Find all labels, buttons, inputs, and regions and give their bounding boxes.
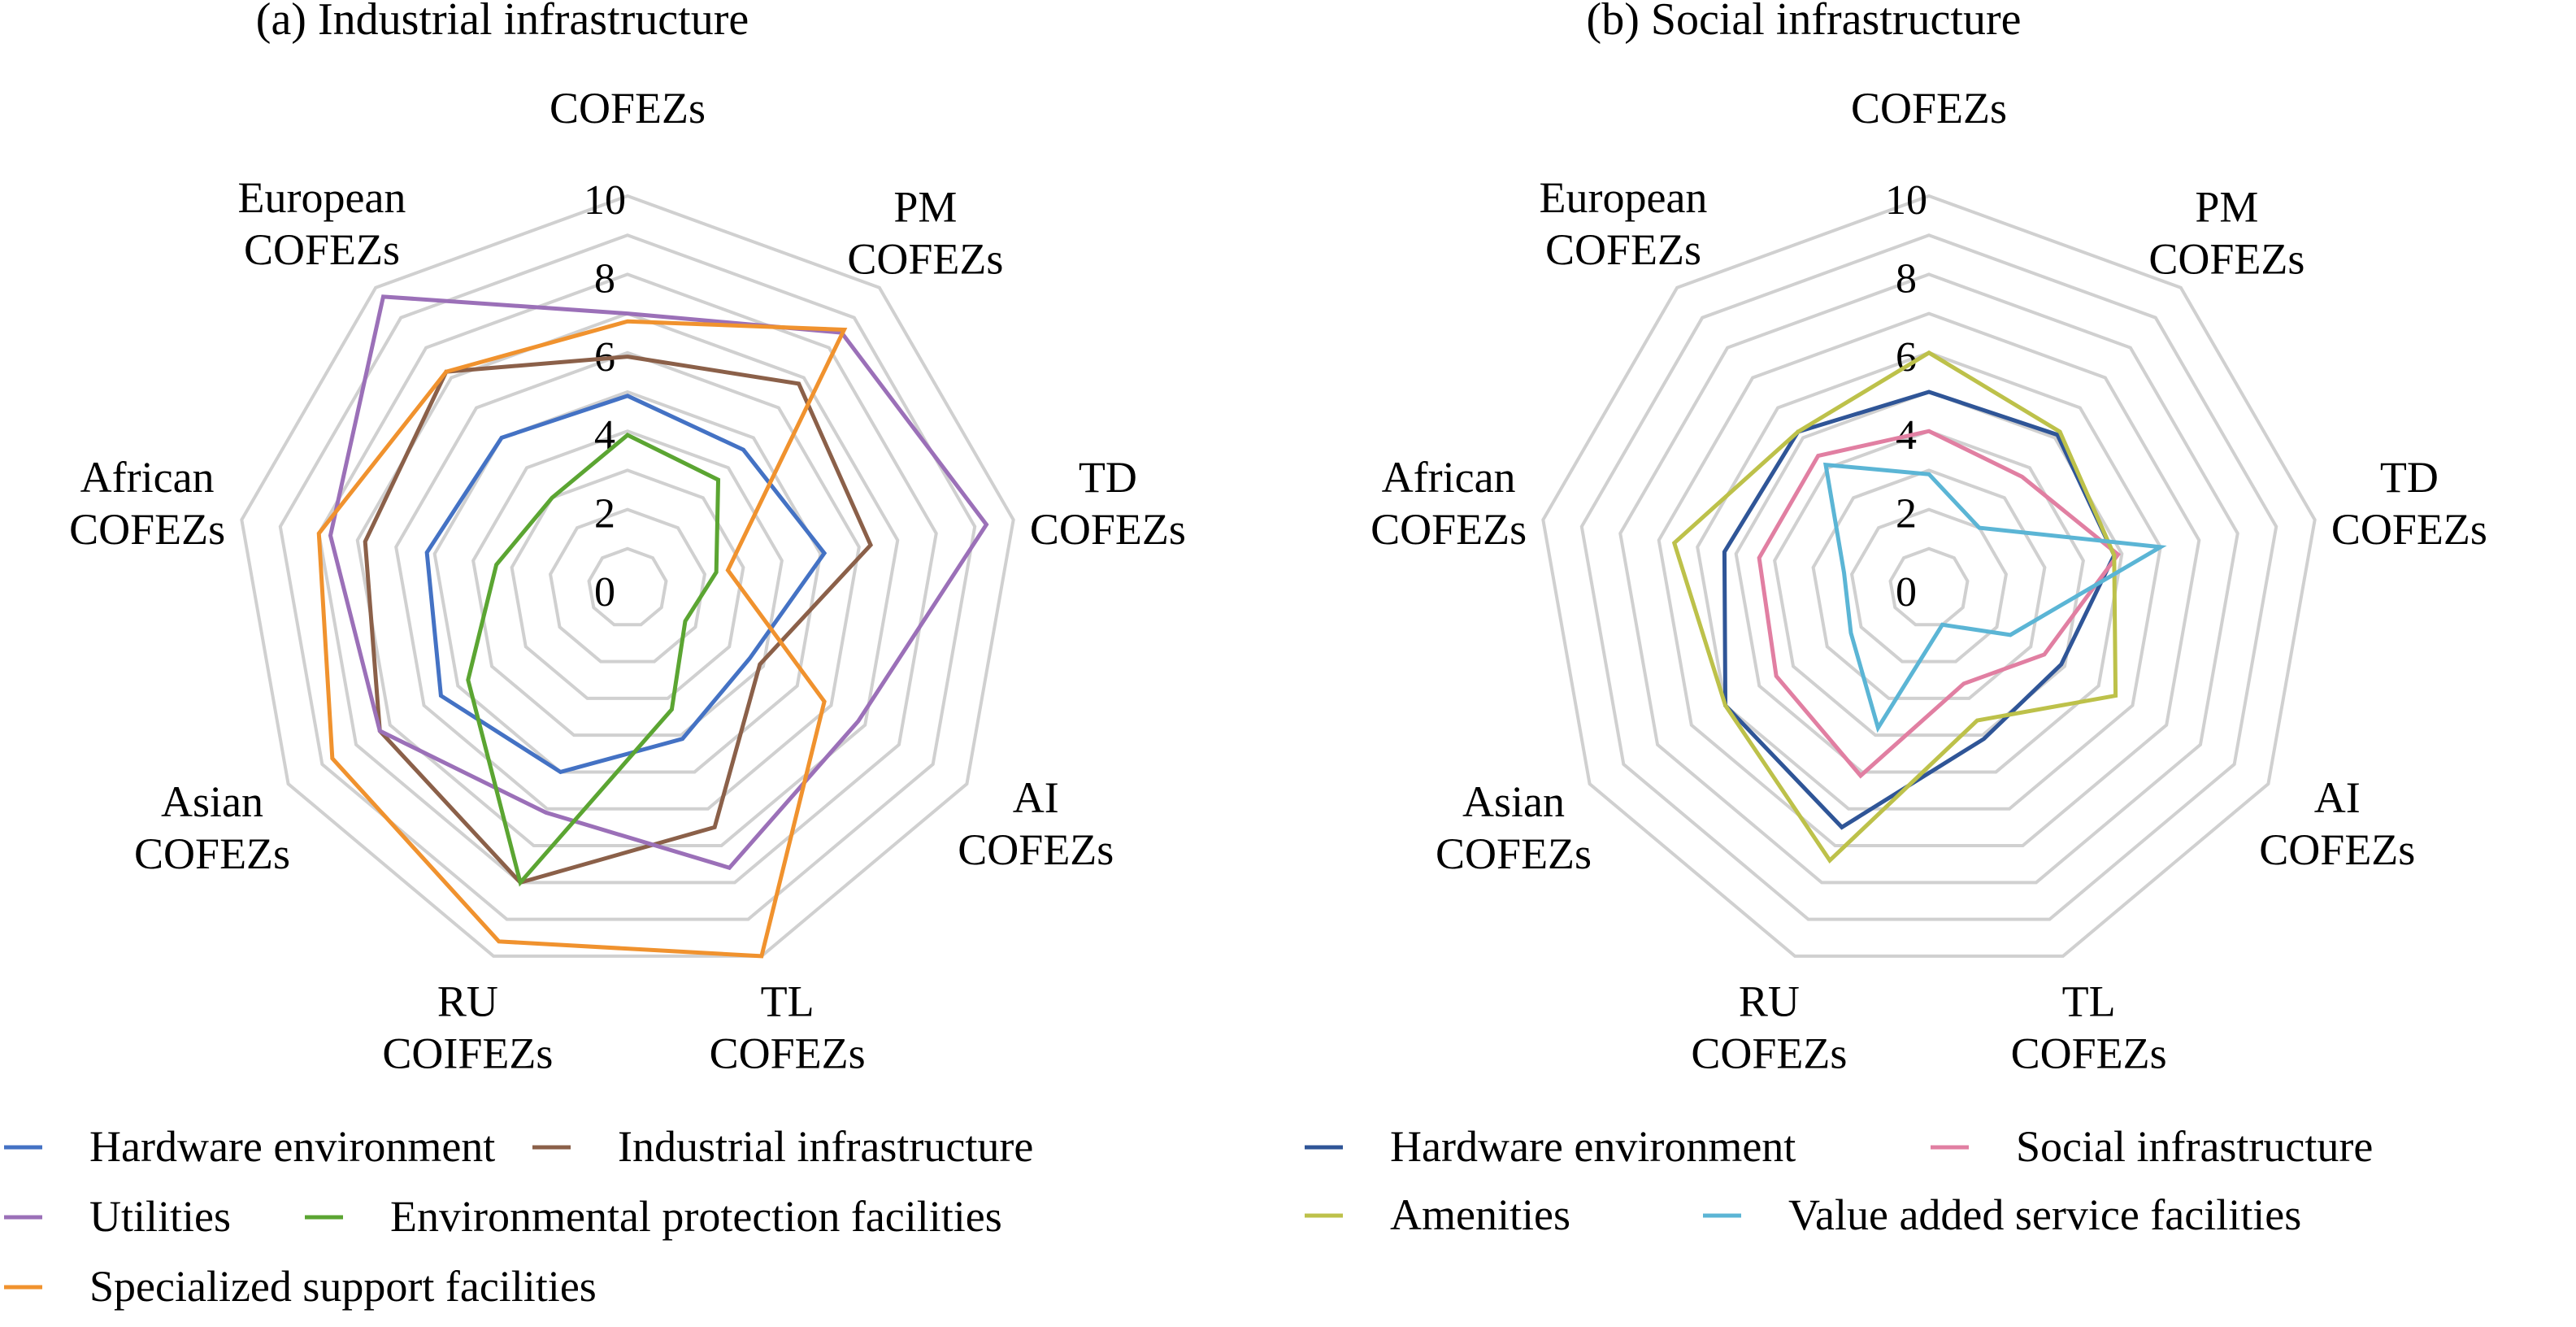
axis-category-label: COFEZs xyxy=(2011,1029,2167,1077)
series-line xyxy=(363,355,874,885)
legend-label: Utilities xyxy=(89,1192,231,1241)
legend-label: Environmental protection facilities xyxy=(390,1192,1002,1241)
grid-ring xyxy=(548,507,707,664)
axis-category-label: COFEZs xyxy=(1371,505,1527,554)
axis-category-label: COIFEZs xyxy=(382,1029,553,1077)
grid-ring xyxy=(1696,350,2162,811)
legend: Hardware environment Social infrastructur… xyxy=(1305,1122,2373,1239)
axis-category-label: TD xyxy=(2380,453,2439,502)
axis-category-label: COFEZs xyxy=(2331,505,2487,554)
legend-label: Amenities xyxy=(1390,1190,1570,1239)
grid-ring xyxy=(510,468,745,700)
axis-category-label: TL xyxy=(2062,977,2116,1025)
series-line xyxy=(1822,462,2167,733)
axis-category-label: AI xyxy=(2314,773,2361,822)
series-line xyxy=(1671,350,2118,864)
radar-panel-b: (b) Social infrastructure0246810COFEZsPM… xyxy=(1305,0,2487,1239)
radar-panel-a: (a) Industrial infrastructure0246810COFE… xyxy=(4,0,1186,1311)
axis-category-label: AI xyxy=(1013,773,1059,822)
axis-category-label: COFEZs xyxy=(2259,825,2415,874)
axis-category-label: TL xyxy=(761,977,815,1025)
tick-label: 4 xyxy=(594,412,615,459)
grid-ring xyxy=(1773,429,2085,737)
grid-ring xyxy=(1618,272,2239,885)
axis-category-label: RU xyxy=(1739,977,1800,1025)
legend-label: Social infrastructure xyxy=(2016,1122,2373,1171)
legend: Hardware environment Industrial infrastru… xyxy=(4,1122,1033,1311)
radar-grid xyxy=(1541,194,2317,958)
grid-ring xyxy=(587,546,668,627)
series-line xyxy=(466,433,721,887)
series-line xyxy=(316,319,848,959)
tick-label: 0 xyxy=(1896,569,1917,616)
tick-label: 2 xyxy=(1896,491,1917,537)
tick-label: 10 xyxy=(584,177,626,224)
axis-category-label: COFEZs xyxy=(134,829,290,878)
tick-label: 8 xyxy=(1896,255,1917,302)
tick-label: 0 xyxy=(594,569,615,616)
grid-ring xyxy=(317,272,938,885)
axis-category-label: European xyxy=(238,173,406,222)
series-line xyxy=(328,294,989,871)
axis-category-label: COFEZs xyxy=(1436,829,1592,878)
grid-ring xyxy=(278,233,977,921)
legend-label: Hardware environment xyxy=(1390,1122,1796,1171)
axis-category-label: European xyxy=(1540,173,1708,222)
axis-category-label: Asian xyxy=(161,777,263,826)
axis-category-label: TD xyxy=(1079,453,1137,502)
legend-label: Hardware environment xyxy=(89,1122,495,1171)
chart-title: (b) Social infrastructure xyxy=(1587,0,2022,45)
axis-category-label: COFEZs xyxy=(244,225,400,274)
axis-category-label: COFEZs xyxy=(2148,234,2304,283)
axis-category-label: PM xyxy=(2195,182,2258,231)
axis-category-label: African xyxy=(80,453,215,502)
chart-title: (a) Industrial infrastructure xyxy=(256,0,749,45)
legend-label: Industrial infrastructure xyxy=(618,1122,1033,1171)
axis-category-label: African xyxy=(1382,453,1516,502)
radar-grid xyxy=(240,194,1015,958)
tick-label: 6 xyxy=(1896,334,1917,381)
axis-category-label: COFEZs xyxy=(550,84,706,133)
tick-label: 2 xyxy=(594,491,615,537)
grid-ring xyxy=(1888,546,1970,627)
tick-label: 8 xyxy=(594,255,615,302)
axis-category-label: COFEZs xyxy=(69,505,225,554)
axis-category-label: RU xyxy=(437,977,498,1025)
tick-label: 10 xyxy=(1885,177,1927,224)
axis-category-label: COFEZs xyxy=(847,234,1003,283)
grid-ring xyxy=(1541,194,2317,958)
series-line xyxy=(424,394,828,775)
grid-ring xyxy=(1579,233,2278,921)
grid-ring xyxy=(1849,507,2009,664)
axis-category-label: COFEZs xyxy=(1545,225,1701,274)
legend-label: Value added service facilities xyxy=(1788,1190,2301,1239)
axis-category-label: Asian xyxy=(1462,777,1565,826)
grid-ring xyxy=(1811,468,2047,700)
axis-category-label: COFEZs xyxy=(710,1029,866,1077)
grid-ring xyxy=(432,389,823,774)
grid-ring xyxy=(240,194,1015,958)
axis-category-label: COFEZs xyxy=(1851,84,2007,133)
grid-ring xyxy=(1657,311,2201,848)
axis-category-label: COFEZs xyxy=(1030,505,1186,554)
series-line xyxy=(1757,429,2122,779)
legend-label: Specialized support facilities xyxy=(89,1262,597,1311)
axis-category-label: PM xyxy=(893,182,957,231)
axis-category-label: COFEZs xyxy=(1691,1029,1847,1077)
axis-category-label: COFEZs xyxy=(958,825,1114,874)
grid-ring xyxy=(394,350,861,811)
